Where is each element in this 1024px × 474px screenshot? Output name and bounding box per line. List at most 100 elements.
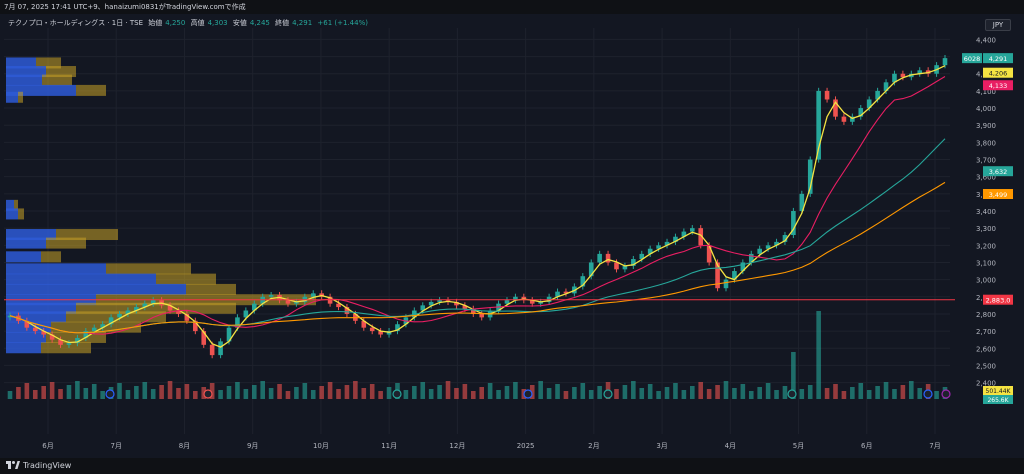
- tradingview-logo[interactable]: TradingView: [6, 461, 71, 470]
- volume-bar: [479, 387, 485, 399]
- x-tick-label: 8月: [179, 442, 190, 450]
- volume-profile-blue: [6, 251, 41, 263]
- volume-bar: [782, 386, 788, 399]
- volume-bar: [807, 385, 813, 399]
- volume-bar: [673, 383, 678, 399]
- candle-body: [462, 305, 468, 309]
- candle-body: [774, 241, 779, 246]
- candle-body: [150, 300, 156, 304]
- volume-bar: [496, 390, 501, 399]
- volume-profile-gold: [46, 66, 76, 78]
- volume-bar: [622, 385, 628, 399]
- candle-body: [647, 248, 653, 254]
- event-marker: [923, 389, 933, 399]
- candle-body: [420, 305, 426, 311]
- candle-body: [251, 303, 257, 311]
- event-marker: [603, 389, 613, 399]
- volume-bar: [681, 390, 687, 399]
- y-tick-label: 4,400: [976, 36, 996, 44]
- candle-body: [791, 211, 796, 236]
- volume-bar: [631, 381, 636, 399]
- volume-bar: [546, 388, 552, 399]
- volume-tag: 265.6K: [987, 397, 1009, 404]
- volume-bar: [664, 387, 670, 399]
- volume-bar: [765, 383, 771, 399]
- legend-open: 4,250: [165, 19, 186, 27]
- event-marker: [105, 389, 115, 399]
- volume-bar: [386, 387, 392, 399]
- volume-bar: [235, 382, 240, 399]
- candle-body: [765, 245, 771, 249]
- volume-bar: [934, 391, 939, 399]
- volume-bar: [647, 384, 653, 399]
- candle-body: [454, 301, 459, 306]
- price-chart[interactable]: 4,4004,3004,2004,1004,0003,9003,8003,700…: [0, 14, 1024, 460]
- volume-bar: [639, 388, 645, 399]
- volume-bar: [176, 388, 181, 399]
- candle-body: [588, 262, 594, 277]
- candle-body: [100, 324, 105, 328]
- candle-body: [294, 301, 299, 304]
- candle-body: [167, 305, 173, 311]
- volume-bar: [344, 385, 350, 399]
- candle-body: [470, 308, 476, 314]
- volume-bar: [251, 385, 257, 399]
- volume-bar: [184, 384, 190, 399]
- volume-bar: [706, 389, 712, 399]
- candle-body: [807, 159, 813, 194]
- candle-body: [184, 313, 190, 321]
- y-tick-label: 2,700: [976, 328, 996, 336]
- candle-body: [757, 248, 762, 254]
- candle-body: [850, 116, 855, 122]
- x-tick-label: 2025: [517, 442, 535, 450]
- y-tick-label: 3,200: [976, 242, 996, 250]
- legend-line: テクノプロ・ホールディングス · 1日 · TSE 始値 4,250 高値 4,30…: [8, 18, 371, 28]
- volume-profile-gold: [66, 311, 166, 323]
- legend-high-label: 高値: [190, 19, 205, 27]
- candle-body: [883, 82, 889, 91]
- volume-bar: [150, 389, 156, 399]
- chart-area[interactable]: 4,4004,3004,2004,1004,0003,9003,8003,700…: [0, 14, 1024, 460]
- volume-bar: [268, 388, 274, 399]
- legend-change: +61 (+1.44%): [317, 19, 368, 27]
- volume-bar: [900, 385, 906, 399]
- x-tick-label: 2月: [588, 442, 599, 450]
- volume-profile-gold: [76, 302, 236, 314]
- candle-body: [91, 327, 97, 332]
- candle-body: [748, 253, 754, 263]
- candle-body: [841, 116, 847, 122]
- y-tick-label: 3,000: [976, 277, 996, 285]
- candle-body: [243, 310, 249, 318]
- volume-bar: [858, 383, 864, 399]
- candle-body: [622, 265, 628, 270]
- volume-bar: [91, 384, 97, 399]
- volume-bar: [614, 389, 619, 399]
- volume-bar: [883, 382, 889, 399]
- volume-profile-gold: [14, 199, 18, 211]
- volume-bar: [723, 381, 729, 399]
- volume-bar: [134, 386, 139, 399]
- currency-button[interactable]: JPY: [985, 19, 1011, 31]
- x-tick-label: 5月: [793, 442, 804, 450]
- volume-bar: [513, 382, 518, 399]
- candle-body: [529, 300, 535, 304]
- candle-body: [858, 108, 864, 117]
- candle-body: [378, 331, 383, 335]
- volume-bar: [445, 381, 451, 399]
- volume-profile-blue: [6, 74, 42, 86]
- y-tick-label: 2,500: [976, 362, 996, 370]
- volume-bar: [740, 384, 746, 399]
- candle-body: [698, 228, 704, 246]
- volume-bar: [361, 388, 367, 399]
- volume-bar: [774, 390, 779, 399]
- candle-body: [631, 259, 636, 266]
- volume-bar: [917, 388, 923, 399]
- candle-body: [715, 262, 720, 289]
- candle-body: [639, 253, 645, 260]
- volume-bar: [799, 389, 805, 399]
- candle-body: [235, 317, 240, 328]
- volume-bar: [7, 391, 13, 399]
- volume-bar: [690, 386, 695, 399]
- y-tick-label: 3,700: [976, 157, 996, 165]
- volume-profile-blue: [6, 302, 76, 314]
